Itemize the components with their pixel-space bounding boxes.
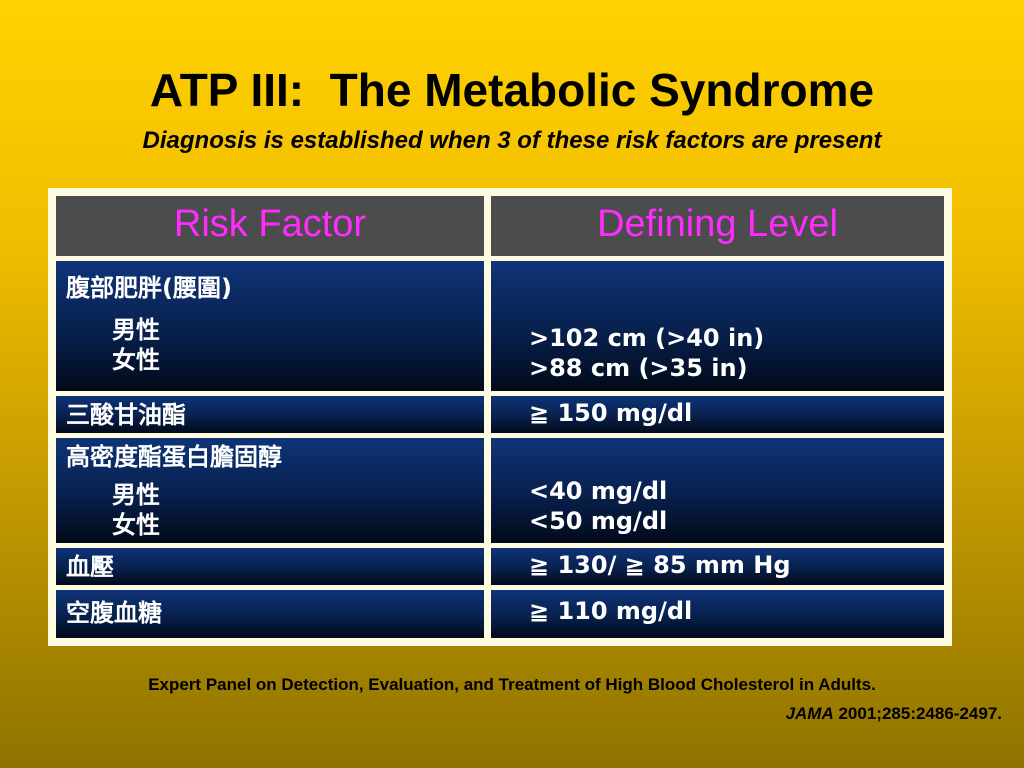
table-row-waist-level: >102 cm (>40 in) >88 cm (>35 in) [491, 261, 944, 391]
sub-label-male: 男性 [112, 316, 160, 344]
header-risk-factor: Risk Factor [56, 196, 484, 256]
table-row-glucose-level: ≧ 110 mg/dl [491, 590, 944, 638]
table-row-hdl-factor: 高密度酯蛋白膽固醇 男性 女性 [56, 438, 484, 543]
level-value: ≧ 150 mg/dl [529, 399, 693, 427]
factor-label: 高密度酯蛋白膽固醇 [66, 443, 282, 471]
level-male: >102 cm (>40 in) [529, 324, 765, 352]
factor-label: 腹部肥胖(腰圍) [66, 274, 232, 302]
header-defining-level: Defining Level [491, 196, 944, 256]
sub-label-female: 女性 [112, 346, 160, 374]
level-female: <50 mg/dl [529, 507, 668, 535]
level-value: ≧ 130/ ≧ 85 mm Hg [529, 551, 791, 579]
citation-reference: JAMA 2001;285:2486-2497. [786, 704, 1002, 724]
table-row-waist-factor: 腹部肥胖(腰圍) 男性 女性 [56, 261, 484, 391]
level-value: ≧ 110 mg/dl [529, 597, 693, 625]
citation-source: Expert Panel on Detection, Evaluation, a… [148, 675, 876, 694]
citation-volume: 2001;285:2486-2497. [833, 704, 1002, 723]
factor-label: 血壓 [66, 553, 114, 581]
sub-label-male: 男性 [112, 481, 160, 509]
table-row-tg-level: ≧ 150 mg/dl [491, 396, 944, 433]
slide-title: ATP III: The Metabolic Syndrome [149, 64, 875, 116]
table-row-bp-level: ≧ 130/ ≧ 85 mm Hg [491, 548, 944, 585]
level-female: >88 cm (>35 in) [529, 354, 748, 382]
table-row-glucose-factor: 空腹血糖 [56, 590, 484, 638]
factor-label: 三酸甘油酯 [66, 401, 186, 429]
sub-label-female: 女性 [112, 511, 160, 539]
slide-subtitle: Diagnosis is established when 3 of these… [142, 127, 882, 154]
journal-name: JAMA [785, 704, 834, 723]
table-row-hdl-level: <40 mg/dl <50 mg/dl [491, 438, 944, 543]
factor-label: 空腹血糖 [66, 599, 162, 627]
table-row-bp-factor: 血壓 [56, 548, 484, 585]
level-male: <40 mg/dl [529, 477, 668, 505]
table-row-tg-factor: 三酸甘油酯 [56, 396, 484, 433]
risk-factor-table: Risk Factor Defining Level 腹部肥胖(腰圍) 男性 女… [48, 188, 952, 646]
